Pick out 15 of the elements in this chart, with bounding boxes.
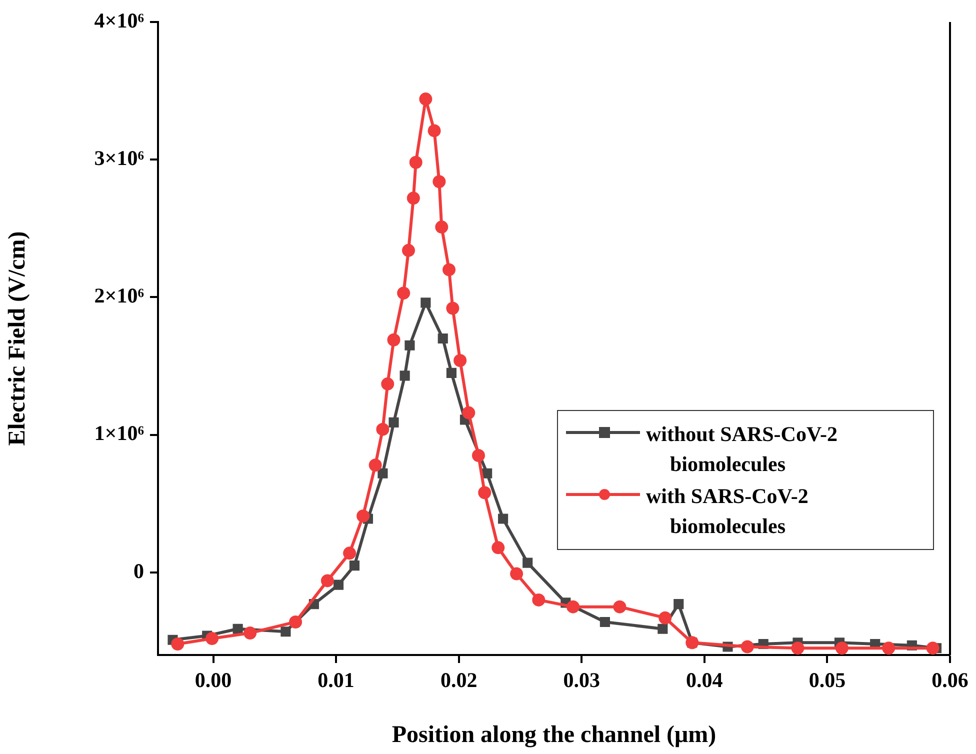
legend-label: with SARS-CoV-2 biomolecules <box>646 483 810 540</box>
x-axis-title: Position along the channel (μm) <box>392 722 716 748</box>
x-tick-label: 0.01 <box>318 668 354 692</box>
x-tick-label: 0.04 <box>686 668 724 692</box>
x-tick-label: 0.03 <box>563 668 600 692</box>
y-tick-label: 3×10⁶ <box>94 146 144 170</box>
x-tick-label: 0.00 <box>194 668 232 692</box>
x-tick-label: 0.05 <box>808 668 846 692</box>
y-tick-label: 2×10⁶ <box>94 284 144 308</box>
x-tick-label: 0.06 <box>932 668 968 692</box>
y-axis-title: Electric Field (V/cm) <box>4 231 31 446</box>
y-tick-label: 4×10⁶ <box>94 8 144 32</box>
y-tick-label: 1×10⁶ <box>94 421 144 446</box>
y-tick-label: 0 <box>134 558 144 583</box>
x-tick-label: 0.02 <box>440 668 478 692</box>
